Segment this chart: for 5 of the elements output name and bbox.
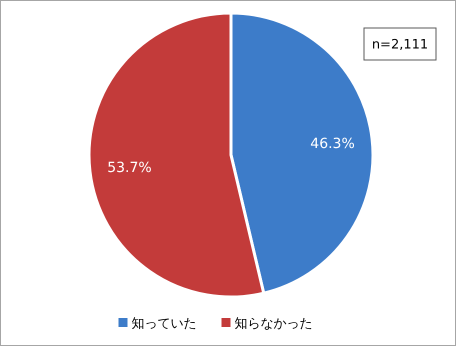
data-label: 46.3% [310,136,355,152]
data-label: 53.7% [107,160,152,176]
legend-label: 知らなかった [234,316,312,332]
text: n=2,111 [372,38,428,53]
legend-label: 知っていた [132,316,196,332]
